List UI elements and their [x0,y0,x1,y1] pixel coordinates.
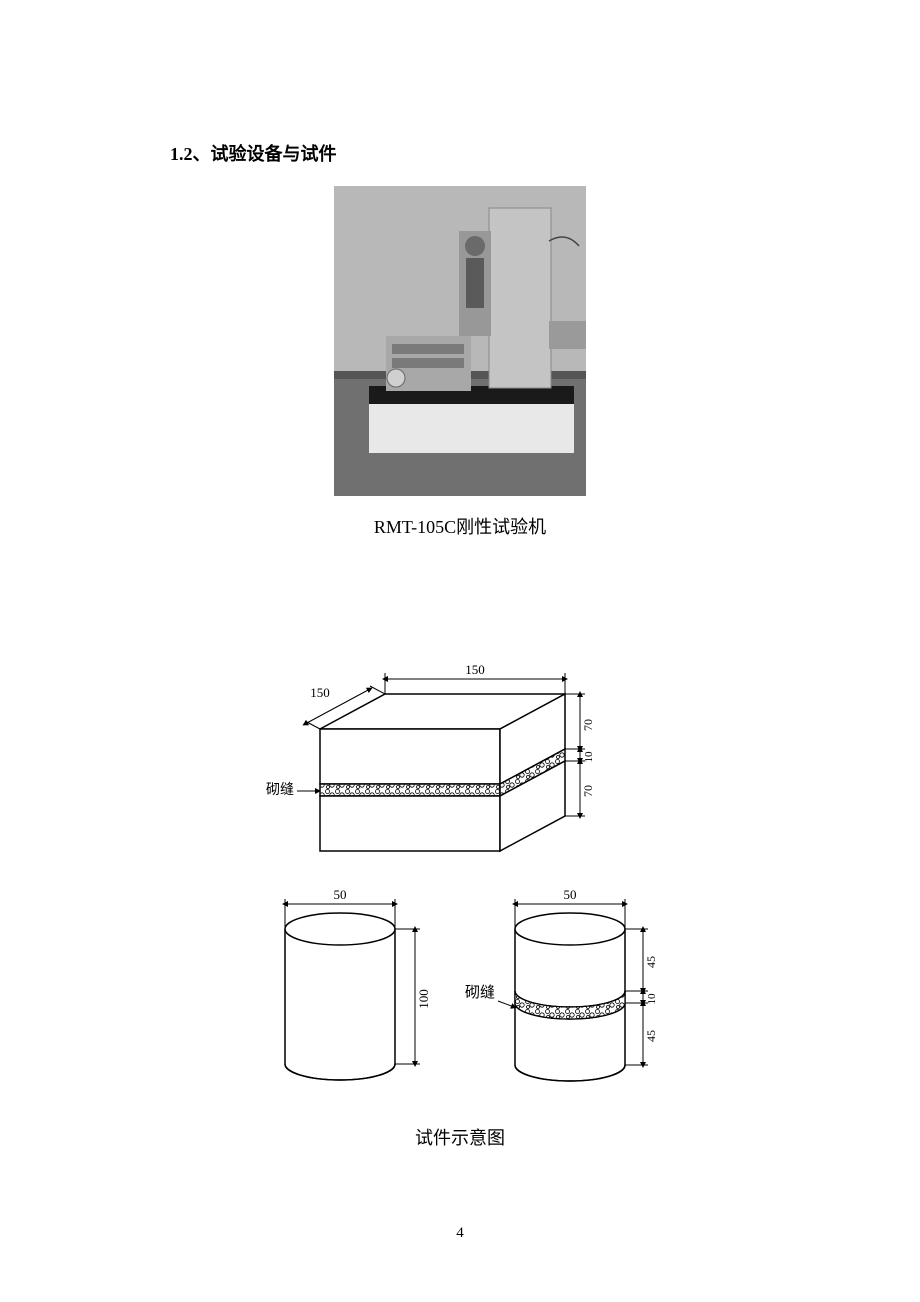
dim-cyl-right-top: 45 [644,956,658,968]
block-seam-label: 砌缝 [266,782,294,798]
photo-caption: RMT-105C刚性试验机 [170,513,750,539]
diagram-caption: 试件示意图 [170,1124,750,1150]
cylinder-left: 50 100 [285,887,431,1080]
block-specimen: 150 150 砌缝 70 10 70 [266,662,595,851]
dim-block-depth: 150 [310,685,330,700]
specimen-diagram-svg: 150 150 砌缝 70 10 70 [225,649,695,1089]
dim-cyl-right-bottom: 45 [644,1030,658,1042]
dim-block-seam: 10 [583,751,595,763]
dim-cyl-right-dia: 50 [564,887,577,902]
dim-cyl-left-dia: 50 [334,887,347,902]
dim-cyl-left-h: 100 [416,989,431,1009]
diagram-container: 150 150 砌缝 70 10 70 [170,649,750,1150]
dim-block-bottom: 70 [581,785,595,797]
photo-container: RMT-105C刚性试验机 [170,186,750,539]
page-number: 4 [0,1225,920,1242]
machine-photo-svg [334,186,586,496]
dim-block-top: 70 [581,719,595,731]
dim-cyl-right-seam: 10 [646,993,658,1005]
cylinder-right: 50 砌缝 45 10 45 [465,887,658,1081]
section-heading: 1.2、试验设备与试件 [170,140,750,166]
dim-block-width: 150 [465,662,485,677]
cyl-right-seam-label: 砌缝 [465,984,495,1001]
machine-photo [334,186,586,496]
